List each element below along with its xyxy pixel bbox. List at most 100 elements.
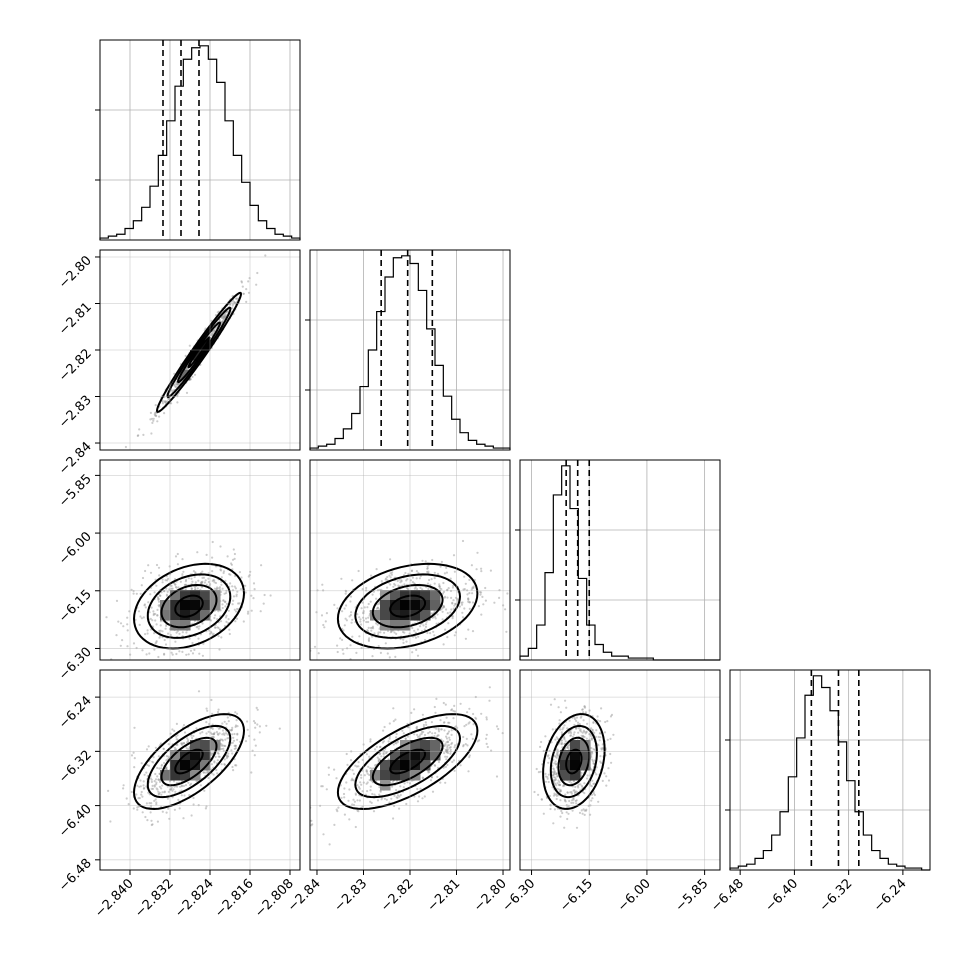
density-cell bbox=[180, 610, 191, 621]
sample-point bbox=[437, 734, 440, 737]
sample-point bbox=[165, 624, 168, 628]
sample-point bbox=[424, 721, 427, 724]
sample-point bbox=[433, 577, 436, 580]
sample-point bbox=[364, 617, 368, 620]
sample-point bbox=[171, 796, 174, 799]
sample-point bbox=[321, 583, 324, 586]
sample-point bbox=[450, 733, 453, 737]
sample-point bbox=[395, 796, 398, 799]
sample-point bbox=[196, 625, 199, 628]
sample-point bbox=[597, 800, 600, 803]
sample-point bbox=[590, 799, 593, 802]
sample-point bbox=[156, 820, 159, 823]
sample-point bbox=[150, 778, 153, 781]
sample-point bbox=[444, 765, 447, 769]
sample-point bbox=[143, 773, 146, 776]
histogram-0 bbox=[99, 45, 301, 240]
sample-point bbox=[122, 787, 125, 790]
sample-point bbox=[442, 766, 445, 769]
sample-point bbox=[442, 605, 445, 608]
sample-point bbox=[610, 761, 613, 764]
sample-point bbox=[233, 732, 236, 736]
sample-point bbox=[138, 623, 141, 627]
sample-point bbox=[370, 673, 372, 675]
sample-point bbox=[482, 603, 485, 606]
sample-point bbox=[458, 605, 461, 608]
sample-point bbox=[453, 634, 456, 637]
sample-point bbox=[472, 586, 475, 590]
sample-point bbox=[418, 577, 421, 580]
density-cell bbox=[400, 610, 411, 621]
sample-point bbox=[225, 602, 228, 606]
sample-point bbox=[426, 565, 429, 568]
sample-point bbox=[260, 564, 263, 567]
sample-point bbox=[461, 616, 465, 619]
sample-point bbox=[504, 608, 507, 611]
sample-point bbox=[360, 783, 363, 786]
density-cell bbox=[370, 770, 381, 781]
sample-point bbox=[580, 809, 583, 812]
sample-point bbox=[434, 711, 437, 714]
sample-point bbox=[449, 611, 452, 614]
sample-point bbox=[395, 732, 398, 736]
sample-point bbox=[371, 625, 375, 628]
sample-point bbox=[557, 788, 560, 791]
sample-point bbox=[142, 616, 145, 619]
sample-point bbox=[413, 629, 416, 632]
sample-point bbox=[127, 803, 130, 806]
sample-point bbox=[427, 570, 430, 573]
sample-point bbox=[480, 567, 483, 570]
sample-point bbox=[175, 738, 178, 741]
sample-point bbox=[407, 572, 410, 575]
sample-point bbox=[430, 612, 433, 615]
sample-point bbox=[227, 720, 230, 723]
sample-point bbox=[411, 626, 414, 630]
sample-point bbox=[351, 579, 354, 582]
sample-point bbox=[567, 731, 570, 735]
sample-point bbox=[609, 737, 612, 741]
sample-point bbox=[424, 625, 428, 629]
sample-point bbox=[590, 737, 593, 740]
contour-level bbox=[146, 724, 232, 799]
sample-point bbox=[216, 759, 219, 762]
sample-point bbox=[560, 731, 563, 734]
sample-point bbox=[590, 753, 593, 756]
sample-point bbox=[231, 307, 234, 310]
sample-point bbox=[572, 797, 575, 800]
sample-point bbox=[175, 671, 177, 673]
sample-point bbox=[395, 789, 398, 792]
sample-point bbox=[404, 737, 407, 740]
sample-point bbox=[556, 752, 559, 755]
sample-point bbox=[431, 790, 435, 793]
sample-point bbox=[352, 798, 355, 801]
density-cell bbox=[410, 740, 421, 751]
sample-point bbox=[207, 577, 210, 580]
sample-point bbox=[216, 751, 219, 755]
sample-point bbox=[354, 663, 356, 665]
sample-point bbox=[416, 733, 419, 737]
density-cell bbox=[160, 770, 171, 781]
sample-point bbox=[255, 283, 258, 286]
sample-point bbox=[443, 744, 446, 747]
sample-point bbox=[436, 572, 440, 576]
sample-point bbox=[223, 720, 226, 723]
sample-point bbox=[228, 729, 231, 732]
sample-point bbox=[591, 768, 594, 772]
sample-point bbox=[390, 797, 393, 800]
sample-point bbox=[386, 652, 389, 655]
sample-point bbox=[551, 774, 555, 777]
sample-point bbox=[468, 607, 471, 611]
sample-point bbox=[367, 765, 370, 768]
sample-point bbox=[219, 620, 223, 623]
sample-point bbox=[365, 586, 368, 590]
sample-point bbox=[142, 780, 145, 783]
sample-point bbox=[222, 316, 226, 319]
sample-point bbox=[586, 722, 589, 725]
density-cell bbox=[380, 760, 391, 771]
sample-point bbox=[115, 599, 119, 603]
sample-point bbox=[446, 755, 449, 759]
sample-point bbox=[135, 592, 138, 595]
sample-point bbox=[153, 591, 156, 594]
sample-point bbox=[141, 649, 144, 652]
sample-point bbox=[221, 739, 224, 742]
